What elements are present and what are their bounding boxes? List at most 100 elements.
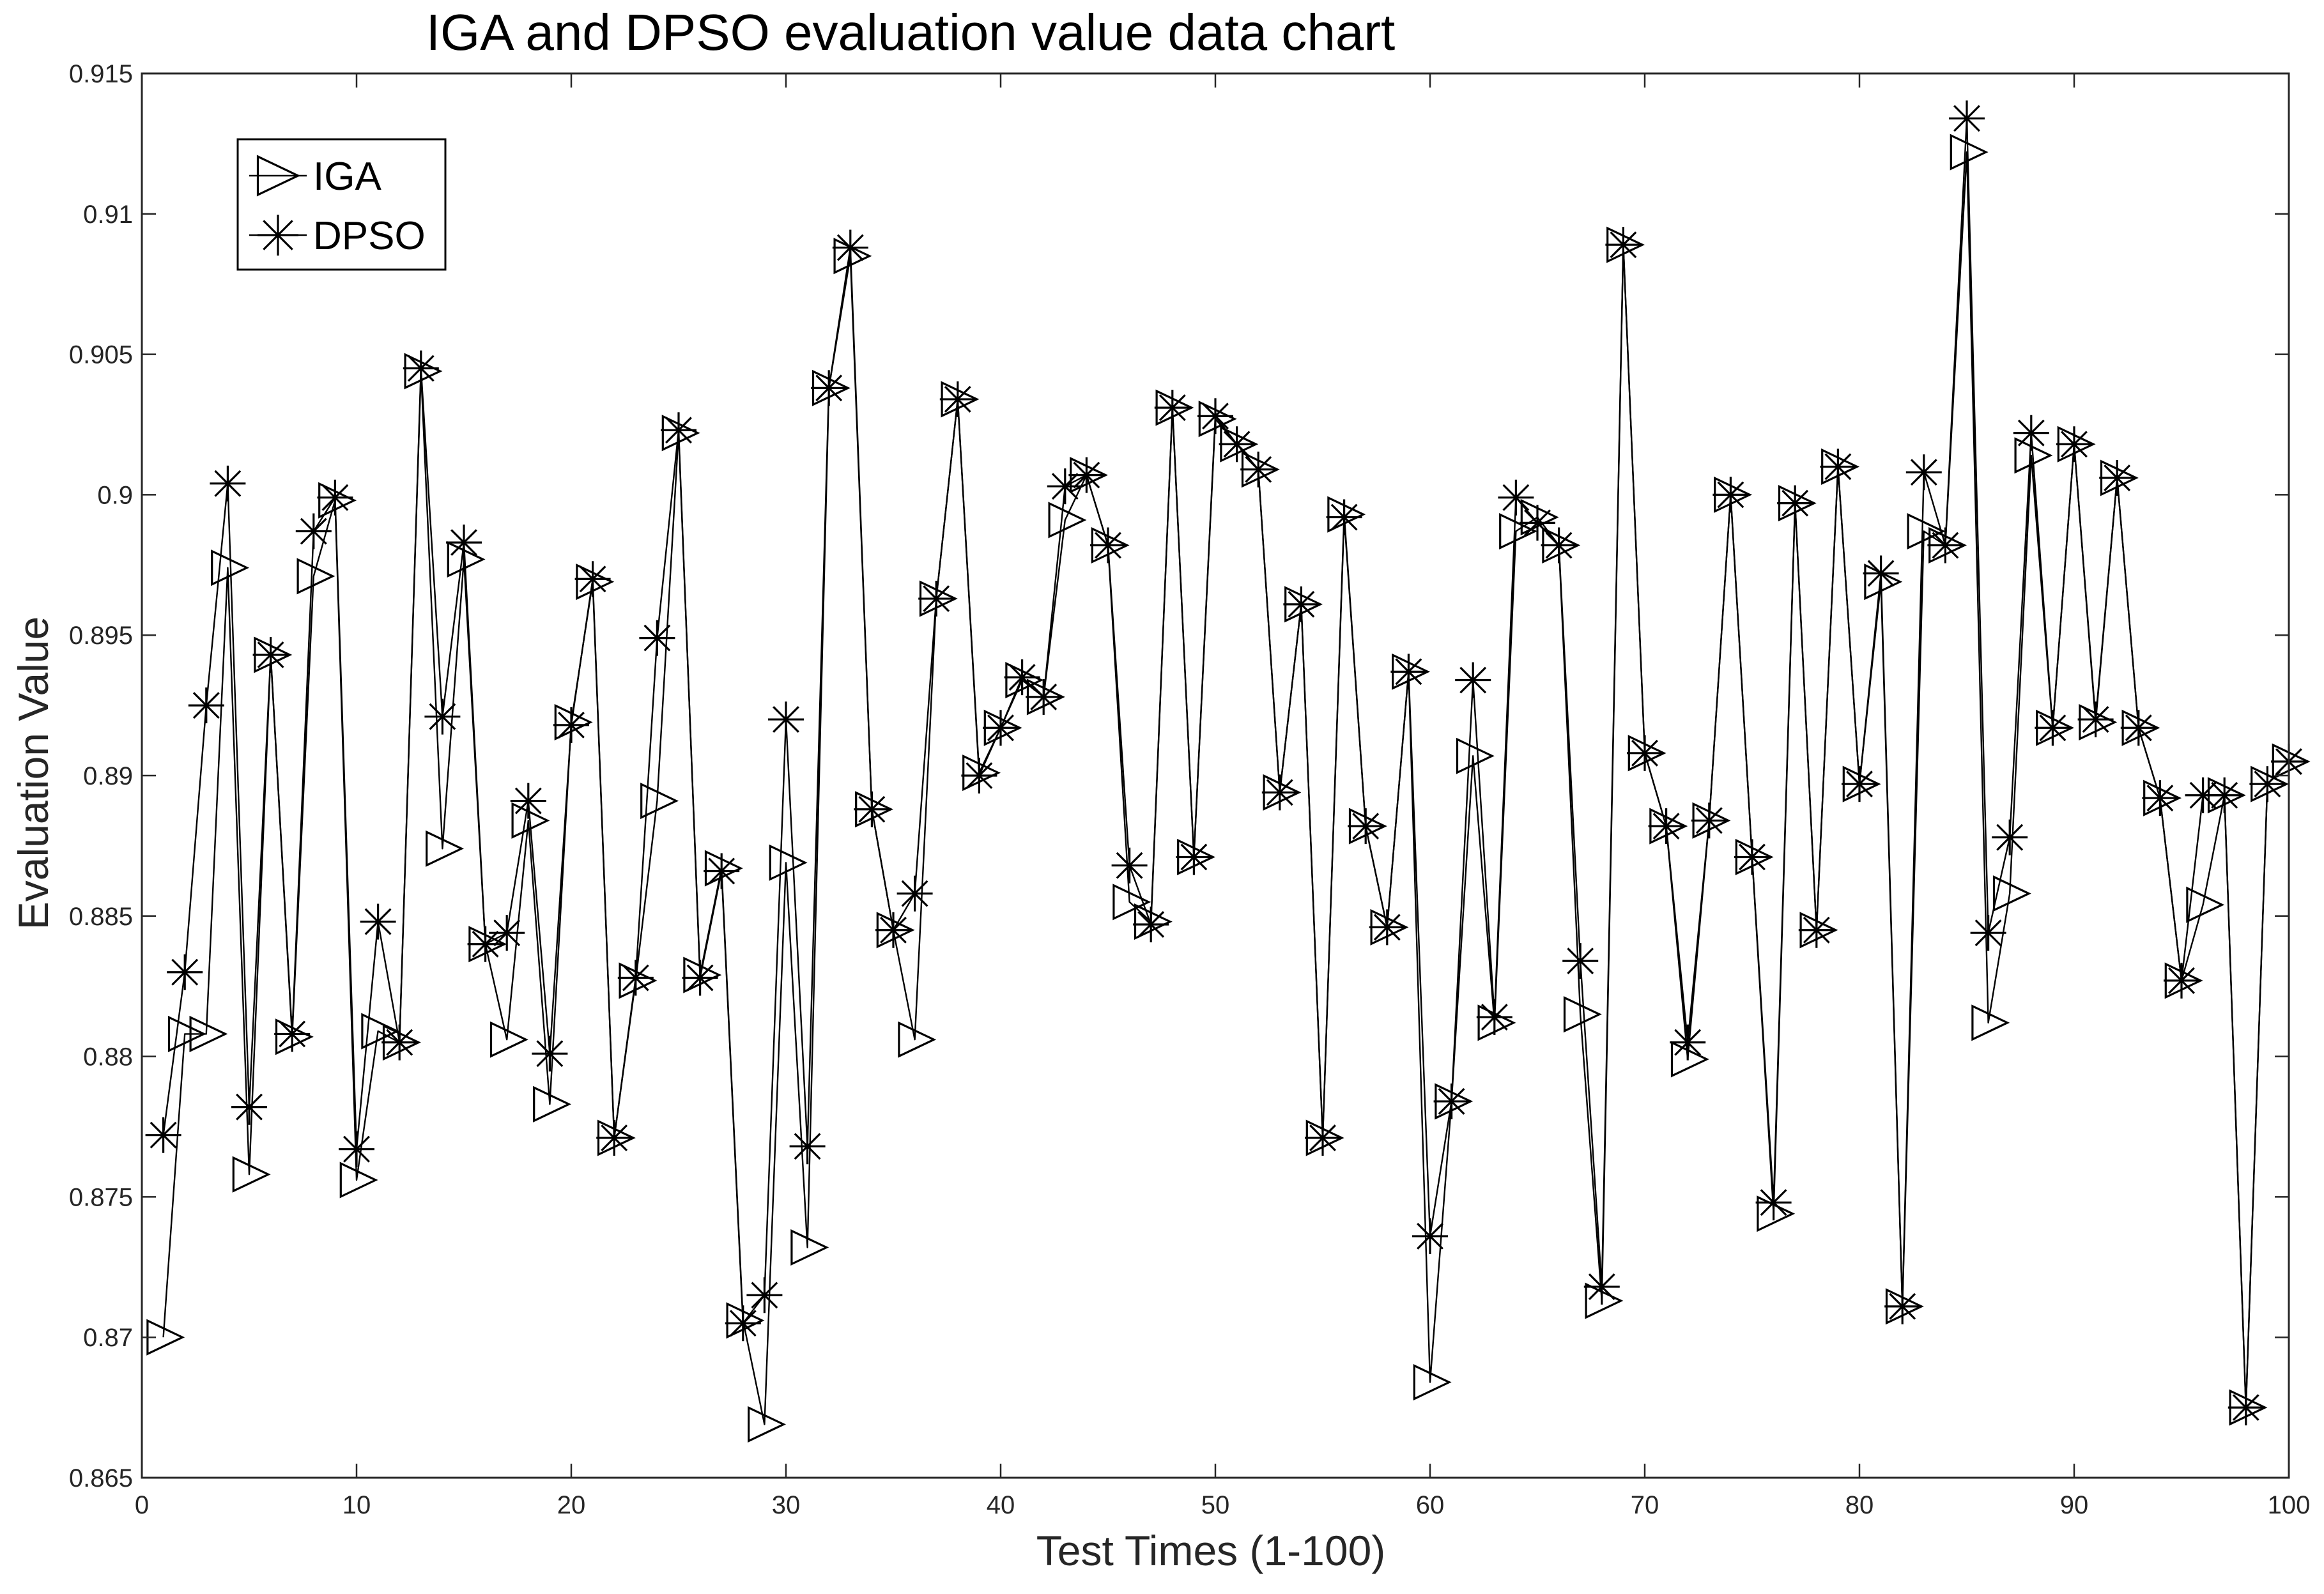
data-point-dpso (1326, 499, 1362, 535)
data-point-iga (898, 1021, 937, 1058)
data-point-dpso (1905, 454, 1942, 491)
data-point-dpso (1777, 485, 1813, 521)
y-tick-label: 0.89 (83, 762, 133, 790)
data-point-dpso (596, 1120, 633, 1156)
data-point-iga (704, 850, 743, 887)
data-point-iga (447, 540, 486, 578)
data-point-dpso (489, 915, 525, 951)
data-point-dpso (424, 698, 461, 735)
data-point-dpso (188, 687, 224, 724)
data-point-iga (2079, 703, 2118, 741)
data-point-dpso (1433, 1083, 1470, 1119)
data-point-iga (962, 755, 1001, 792)
data-point-iga (404, 353, 443, 390)
data-point-dpso (1369, 909, 1405, 946)
data-point-iga (1950, 134, 1989, 171)
data-point-dpso (1047, 468, 1083, 505)
data-point-dpso (1541, 527, 1577, 563)
data-point-dpso (768, 701, 804, 738)
data-point-iga (361, 1013, 400, 1050)
data-point-dpso (295, 513, 332, 549)
data-point-dpso (467, 926, 504, 962)
data-point-dpso (746, 1277, 783, 1314)
data-point-iga (1499, 513, 1538, 550)
data-point-iga (1198, 401, 1237, 438)
data-point-dpso (1884, 1288, 1921, 1324)
data-point-dpso (1520, 505, 1555, 541)
data-point-iga (211, 549, 250, 586)
data-point-dpso (1562, 943, 1599, 979)
data-point-dpso (381, 1024, 418, 1061)
data-point-dpso (704, 853, 740, 889)
data-point-dpso (1863, 555, 1899, 592)
data-point-iga (748, 1406, 787, 1443)
data-point-dpso (2056, 426, 2092, 463)
data-point-dpso (167, 954, 203, 990)
x-tick-label: 60 (1416, 1491, 1445, 1519)
data-point-dpso (231, 1089, 267, 1125)
data-point-iga (1585, 1282, 1624, 1319)
data-point-iga (318, 482, 357, 519)
data-point-dpso (1627, 735, 1663, 771)
data-point-iga (1413, 1364, 1452, 1401)
data-point-iga (489, 1021, 528, 1058)
data-point-iga (1327, 496, 1366, 533)
y-tick-label: 0.9 (97, 481, 133, 509)
data-point-iga (619, 962, 658, 999)
data-point-dpso (725, 1305, 761, 1342)
data-point-dpso (1842, 766, 1877, 802)
data-point-iga (189, 1015, 228, 1052)
data-point-dpso (939, 381, 976, 417)
data-point-iga (296, 558, 335, 595)
data-point-dpso (210, 465, 246, 502)
data-point-dpso (1734, 839, 1770, 875)
data-point-dpso (2142, 780, 2178, 816)
data-point-dpso (317, 479, 353, 516)
data-point-dpso (682, 960, 718, 996)
data-point-dpso (918, 581, 955, 617)
data-point-dpso (1498, 479, 1534, 516)
legend-entry-dpso: DPSO (249, 214, 426, 258)
data-point-iga (661, 415, 700, 452)
data-point-dpso (1755, 1184, 1792, 1221)
data-point-dpso (2228, 1390, 2264, 1426)
data-point-iga (275, 1018, 314, 1055)
y-tick-label: 0.91 (83, 201, 133, 229)
data-point-dpso (1090, 527, 1126, 563)
data-point-dpso (854, 791, 890, 827)
y-tick-label: 0.88 (83, 1043, 133, 1071)
data-point-dpso (1970, 915, 2006, 951)
data-point-dpso (1068, 457, 1105, 493)
data-point-iga (554, 703, 593, 741)
y-tick-label: 0.895 (69, 622, 133, 650)
chart-title: IGA and DPSO evaluation value data chart (426, 4, 1395, 61)
y-tick-label: 0.87 (83, 1324, 133, 1352)
data-point-dpso (1348, 808, 1384, 845)
x-tick-label: 70 (1631, 1491, 1659, 1519)
data-point-dpso (1798, 912, 1835, 948)
data-point-iga (790, 1229, 829, 1266)
data-point-iga (769, 844, 808, 881)
data-point-dpso (1820, 448, 1856, 485)
data-point-iga (1670, 1041, 1709, 1078)
data-point-iga (167, 1015, 206, 1052)
data-point-dpso (1476, 999, 1512, 1036)
data-point-dpso (1305, 1120, 1341, 1156)
data-point-dpso (617, 960, 654, 996)
data-point-dpso (875, 912, 911, 948)
data-point-iga (2186, 886, 2225, 923)
y-tick-label: 0.905 (69, 341, 133, 369)
data-point-iga (1907, 513, 1946, 550)
data-point-iga (1971, 1004, 2010, 1041)
data-point-dpso (1992, 819, 2028, 855)
data-point-iga (1456, 737, 1495, 774)
data-point-dpso (2206, 777, 2243, 813)
x-tick-label: 100 (2268, 1491, 2311, 1519)
data-point-dpso (1197, 398, 1233, 434)
data-point-dpso (1111, 847, 1148, 884)
x-tick-label: 0 (135, 1491, 149, 1519)
x-tick-label: 40 (987, 1491, 1015, 1519)
data-point-dpso (811, 370, 847, 406)
legend: IGA DPSO (236, 138, 447, 271)
